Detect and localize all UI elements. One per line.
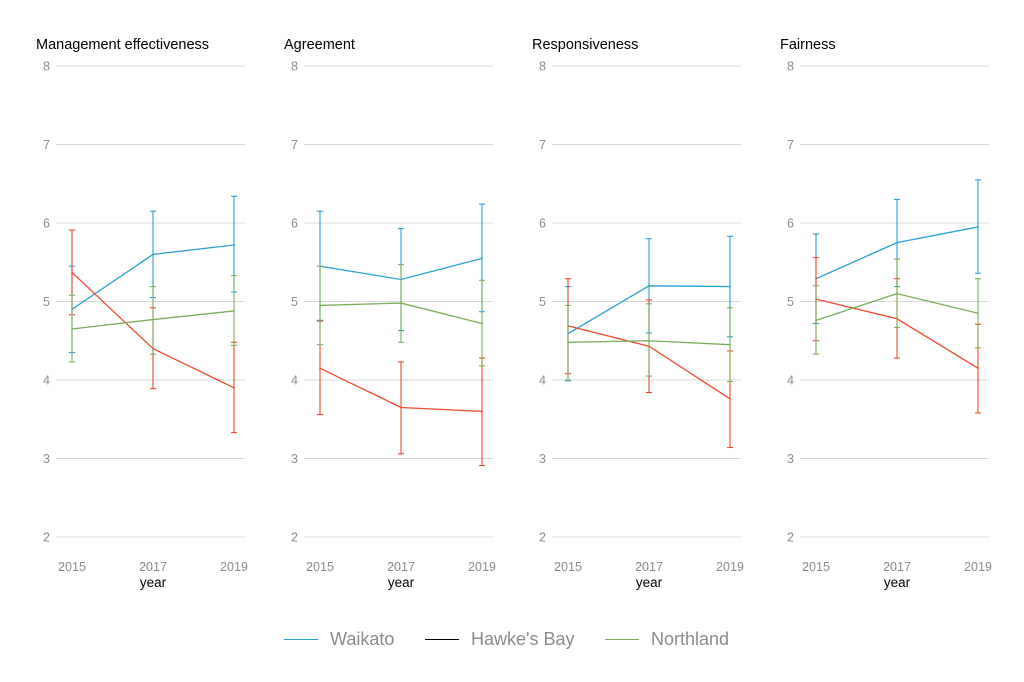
legend-label-northland: Northland [651,628,730,649]
x-axis-label: year [388,575,415,590]
legend: Waikato Hawke's Bay Northland [0,624,1024,654]
data-point [481,257,483,260]
x-axis-label: year [140,575,167,590]
y-tick-label: 4 [539,374,546,388]
y-tick-label: 6 [43,217,50,231]
legend-swatch-waikato [284,638,318,640]
data-point [729,285,731,288]
y-tick-label: 4 [291,374,298,388]
data-point [233,244,235,246]
data-point [896,241,898,244]
y-tick-label: 4 [787,374,794,388]
x-axis-label: year [884,575,911,590]
data-point [152,253,154,256]
y-tick-label: 3 [539,452,546,466]
data-point [815,319,817,322]
y-tick-label: 7 [291,138,298,152]
legend-swatch-northland [605,638,639,640]
y-tick-label: 4 [43,374,50,388]
x-tick-label: 2019 [964,560,992,574]
data-point [233,310,235,312]
data-point [319,367,321,370]
y-tick-label: 8 [43,60,50,74]
series-northland [565,303,733,383]
data-point [71,271,73,274]
x-axis-label: year [636,575,663,590]
data-point [400,302,402,304]
legend-label-waikato: Waikato [330,628,395,649]
series-hawke-s-bay [69,229,237,434]
data-point [400,406,402,409]
x-tick-label: 2019 [220,560,248,574]
y-tick-label: 6 [291,217,298,231]
panel-agreement: Agreement 2 3 4 5 6 7 8 2015 2017 2019 year [284,37,496,590]
y-tick-label: 6 [787,217,794,231]
data-point [977,367,979,370]
data-point [648,284,650,287]
data-point [152,318,154,321]
y-tick-label: 7 [787,138,794,152]
y-tick-label: 3 [43,452,50,466]
series-northland [69,275,237,363]
y-tick-label: 2 [43,531,50,545]
y-tick-label: 8 [539,60,546,74]
panel-title: Management effectiveness [36,37,209,53]
series-northland [813,258,981,355]
data-point [896,292,898,295]
y-tick-label: 3 [787,452,794,466]
legend-item-northland: Northland [605,624,729,654]
legend-item-waikato: Waikato [284,624,394,654]
x-tick-label: 2017 [883,560,911,574]
series-northland [317,264,485,367]
x-tick-label: 2017 [139,560,167,574]
y-tick-label: 6 [539,217,546,231]
y-tick-label: 5 [43,295,50,309]
data-point [729,397,731,400]
data-point [481,410,483,413]
legend-label-hawkes-bay: Hawke's Bay [471,628,575,649]
panel-title: Responsiveness [532,37,638,53]
data-point [729,343,731,346]
y-tick-label: 5 [539,295,546,309]
panel-title: Fairness [780,37,836,53]
y-tick-label: 8 [787,60,794,74]
x-tick-label: 2015 [554,560,582,574]
data-point [71,328,73,330]
y-tick-label: 2 [291,531,298,545]
panel-responsiveness: Responsiveness 2 3 4 5 6 7 8 2015 2017 2019 year [532,37,744,590]
data-point [648,339,650,342]
panel-management-effectiveness: Management effectiveness 2 3 4 5 6 7 8 2015 2017 2… [36,37,248,590]
data-point [977,226,979,228]
x-tick-label: 2019 [716,560,744,574]
x-tick-label: 2015 [58,560,86,574]
legend-item-hawkes-bay: Hawke's Bay [425,624,574,654]
y-tick-label: 3 [291,452,298,466]
y-tick-label: 5 [291,295,298,309]
data-point [233,386,235,389]
y-tick-label: 2 [539,531,546,545]
data-point [977,312,979,315]
panel-fairness: Fairness 2 3 4 5 6 7 8 2015 2017 2019 year [780,37,992,590]
y-tick-label: 7 [539,138,546,152]
data-point [567,341,569,344]
data-point [481,322,483,325]
legend-swatch-hawkes-bay [425,638,459,640]
y-tick-label: 5 [787,295,794,309]
panel-title: Agreement [284,37,355,53]
y-tick-label: 7 [43,138,50,152]
x-tick-label: 2019 [468,560,496,574]
x-tick-label: 2017 [387,560,415,574]
x-tick-label: 2015 [306,560,334,574]
y-tick-label: 2 [787,531,794,545]
y-tick-label: 8 [291,60,298,74]
data-point [319,304,321,307]
x-tick-label: 2015 [802,560,830,574]
x-tick-label: 2017 [635,560,663,574]
